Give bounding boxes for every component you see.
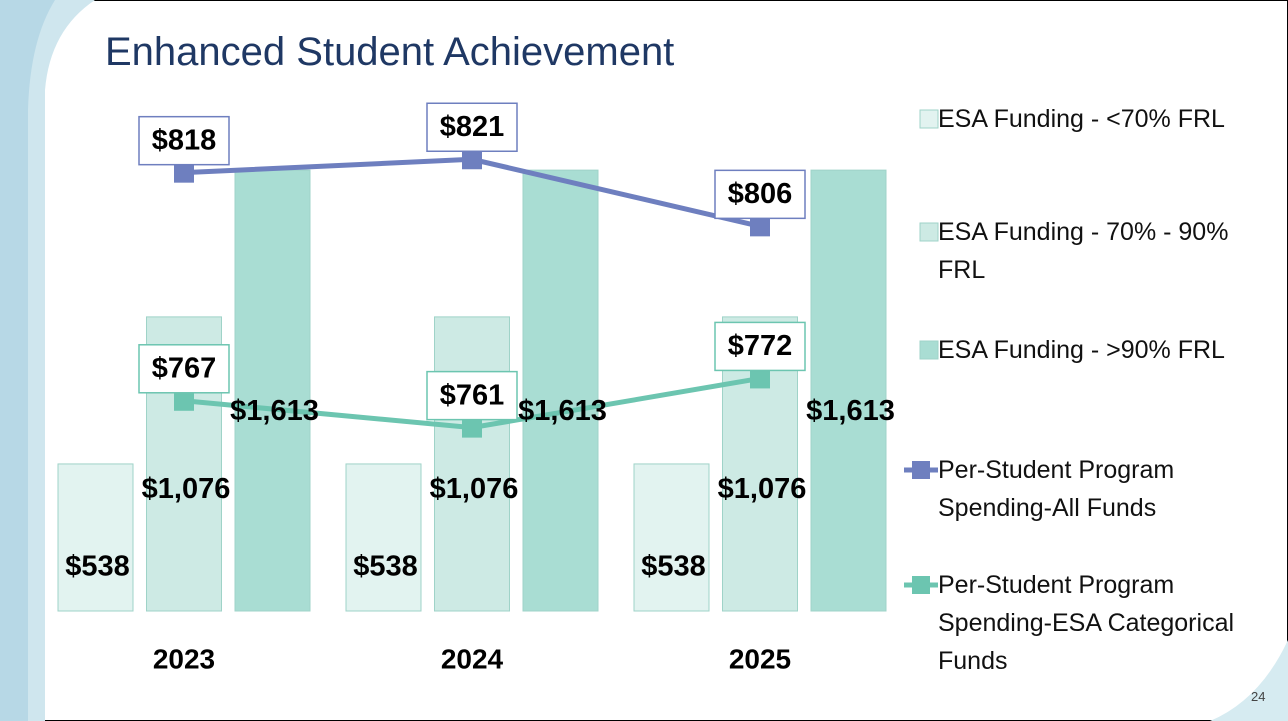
bar-value-label: $538 (353, 551, 418, 583)
value-label-box (714, 321, 806, 372)
line-marker (462, 417, 482, 438)
legend-swatch (912, 461, 930, 479)
bar-value-label: $1,613 (518, 395, 607, 427)
bar-value-label: $1,613 (806, 395, 895, 427)
legend-label: ESA Funding - <70% FRL (938, 105, 1225, 133)
page-number: 24 (1251, 689, 1266, 704)
line-marker (462, 149, 482, 170)
x-tick-label: 2024 (441, 643, 504, 674)
bar-value-label: $538 (641, 551, 706, 583)
line-marker (750, 216, 770, 237)
bar (57, 463, 134, 612)
legend-label: Per-Student Program Spending-All Funds (938, 456, 1175, 522)
bar-value-label: $1,076 (142, 473, 231, 505)
line-value-label: $767 (152, 352, 217, 384)
x-tick-label: 2023 (153, 643, 215, 674)
line-marker (174, 162, 194, 183)
decor-band (0, 0, 55, 721)
line-value-label: $761 (440, 379, 505, 411)
line-value-label: $772 (728, 330, 793, 362)
legend-swatch (919, 222, 939, 242)
bar (434, 316, 510, 612)
legend-label: ESA Funding - 70% - 90% FRL (938, 218, 1229, 284)
bar (522, 169, 599, 612)
line-value-label: $806 (728, 178, 793, 210)
decor-corner (1210, 640, 1288, 721)
bar (633, 463, 710, 612)
line-value-label: $818 (152, 124, 217, 156)
line-value-label: $821 (440, 111, 505, 143)
legend-label: Per-Student Program Spending-ESA Categor… (938, 571, 1235, 675)
bar-value-label: $1,076 (718, 473, 807, 505)
value-label-box (426, 370, 518, 421)
bar-value-label: $538 (65, 551, 130, 583)
line-marker (750, 368, 770, 389)
bar (810, 169, 887, 612)
legend-swatch (919, 340, 939, 360)
bar (345, 463, 422, 612)
legend-label: ESA Funding - >90% FRL (938, 336, 1225, 364)
bar (234, 169, 311, 612)
slide-title: Enhanced Student Achievement (105, 30, 675, 74)
legend-swatch (912, 576, 930, 594)
x-tick-label: 2025 (729, 643, 791, 674)
value-label-box (426, 102, 518, 153)
bar-value-label: $1,076 (430, 473, 519, 505)
bar-value-label: $1,613 (230, 395, 319, 427)
legend-swatch (919, 109, 939, 129)
value-label-box (138, 344, 230, 394)
line-marker (174, 390, 194, 411)
value-label-box (138, 115, 230, 166)
value-label-box (714, 169, 806, 220)
